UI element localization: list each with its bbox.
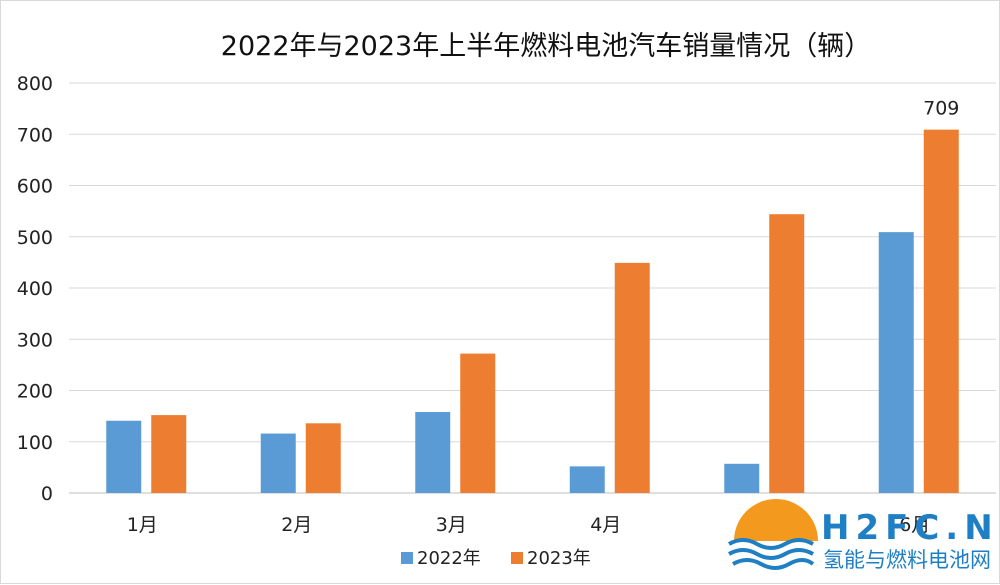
legend: 2022年 2023年 [401,548,591,569]
bar-2022年-2月 [260,433,296,493]
data-label: 709 [923,98,959,120]
bars [106,129,959,493]
x-tick-label: 4月 [590,514,621,536]
bar-2022年-5月 [724,463,760,493]
y-tick-label: 700 [17,124,53,146]
data-labels: 709 [923,98,959,120]
legend-swatch-2023 [511,552,523,564]
y-tick-label: 400 [17,278,53,300]
y-tick-label: 300 [17,329,53,351]
legend-swatch-2022 [401,552,413,564]
bar-2023年-1月 [151,415,187,493]
bar-2023年-4月 [614,262,650,493]
bar-2023年-2月 [305,423,341,493]
gridlines [69,82,996,494]
watermark-brand: H2FC.NET [821,508,1000,548]
h2fc-logo-icon [728,499,818,570]
x-tick-label: 2月 [281,514,312,536]
bar-2023年-3月 [460,353,496,493]
watermark: H2FC.NET 氢能与燃料电池网 [728,499,1000,572]
bar-2022年-4月 [569,466,605,493]
y-tick-label: 500 [17,227,53,249]
bar-2023年-6月 [923,129,959,493]
y-tick-label: 100 [17,432,53,454]
bar-2022年-3月 [415,412,451,493]
bar-2022年-6月 [878,232,914,493]
y-tick-label: 800 [17,73,53,95]
x-tick-label: 1月 [127,514,158,536]
bar-2023年-5月 [769,214,805,493]
y-tick-label: 600 [17,176,53,198]
y-axis-tick-labels: 0 100 200 300 400 500 600 700 800 [17,73,53,505]
chart-title: 2022年与2023年上半年燃料电池汽车销量情况（辆） [221,31,871,62]
y-tick-label: 0 [41,483,53,505]
watermark-subtitle: 氢能与燃料电池网 [823,548,991,572]
x-tick-label: 6月 [899,514,930,536]
y-tick-label: 200 [17,381,53,403]
legend-label-2022: 2022年 [417,548,481,569]
legend-label-2023: 2023年 [527,548,591,569]
x-tick-label: 3月 [436,514,467,536]
bar-2022年-1月 [106,420,142,493]
